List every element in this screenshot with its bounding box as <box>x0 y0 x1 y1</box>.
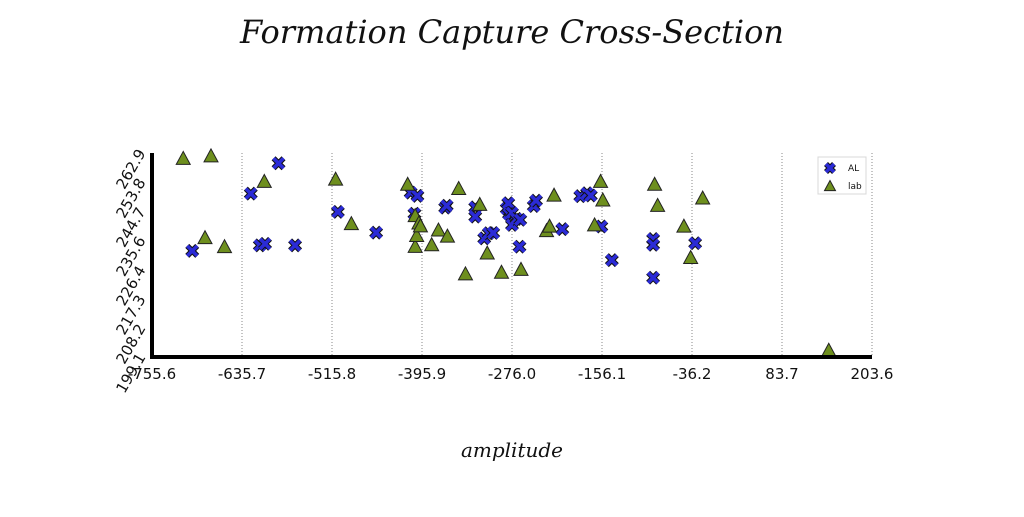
point-al-fill <box>584 189 598 202</box>
chart-title: Formation Capture Cross-Section <box>239 13 784 51</box>
point-lab <box>592 173 609 188</box>
point-al <box>688 236 703 251</box>
point-al <box>439 198 454 213</box>
point-lab <box>407 238 424 253</box>
point-al-fill <box>513 240 526 253</box>
point-lab <box>646 176 663 191</box>
point-lab <box>203 147 219 163</box>
point-al <box>185 243 200 258</box>
point-al-fill <box>185 244 199 258</box>
point-lab <box>649 197 666 212</box>
point-al-fill <box>468 210 482 223</box>
point-lab <box>343 215 360 231</box>
data-points <box>175 147 837 357</box>
point-lab <box>430 222 447 237</box>
legend-marker-lab <box>823 179 837 192</box>
point-lab <box>479 245 496 260</box>
x-tick-label: -635.7 <box>218 365 266 383</box>
point-al <box>258 236 273 251</box>
x-tick-label: -515.8 <box>308 365 356 383</box>
point-al-fill <box>501 196 515 210</box>
point-lab <box>594 191 611 207</box>
legend-marker-al-fill <box>824 162 836 174</box>
point-lab <box>439 228 456 243</box>
point-al-fill <box>513 213 527 227</box>
x-tick-label: -755.6 <box>128 365 176 383</box>
point-al-fill <box>272 156 285 170</box>
point-al-fill <box>486 226 500 240</box>
point-al-fill <box>369 226 383 239</box>
x-tick-label: -276.0 <box>488 365 536 383</box>
point-lab <box>216 238 233 254</box>
legend-label-lab: lab <box>848 182 862 192</box>
point-al-fill <box>605 253 619 267</box>
point-al <box>513 212 528 227</box>
legend: AL lab <box>817 156 867 195</box>
point-lab <box>412 217 429 233</box>
point-al <box>330 204 345 219</box>
axes <box>150 153 872 359</box>
point-lab <box>820 342 837 357</box>
point-al-fill <box>331 205 345 219</box>
point-lab <box>546 187 562 202</box>
x-tick-label: 203.6 <box>851 365 894 383</box>
point-lab <box>197 229 213 245</box>
point-al <box>486 225 501 240</box>
point-al-fill <box>688 236 702 250</box>
point-al <box>243 186 258 201</box>
point-lab <box>175 150 192 165</box>
point-lab <box>513 261 529 276</box>
point-lab <box>423 236 440 252</box>
point-al <box>501 196 516 211</box>
point-al-fill <box>556 222 569 236</box>
x-tick-labels: -755.6 -635.7 -515.8 -395.9 -276.0 -156.1 -36.… <box>128 365 894 383</box>
point-al-fill <box>411 189 424 203</box>
point-al-fill <box>646 238 660 252</box>
legend-marker-al <box>824 162 836 174</box>
point-al <box>583 188 598 203</box>
point-al <box>555 222 570 237</box>
point-lab <box>408 227 425 242</box>
x-tick-label: -36.2 <box>673 365 712 383</box>
point-al-fill <box>440 199 453 213</box>
point-lab <box>541 218 558 233</box>
x-tick-label: 83.7 <box>765 365 798 383</box>
point-lab <box>694 190 711 205</box>
point-al <box>410 188 425 203</box>
point-lab <box>457 265 474 281</box>
point-al-fill <box>529 194 543 207</box>
point-al-fill <box>646 271 660 284</box>
point-lab <box>682 249 699 265</box>
point-al <box>646 270 661 285</box>
point-lab <box>256 173 273 188</box>
point-lab <box>586 216 603 232</box>
point-al <box>468 209 483 224</box>
point-al <box>512 239 527 254</box>
x-tick-label: -156.1 <box>578 365 626 383</box>
point-lab <box>493 264 510 279</box>
point-lab <box>399 176 416 191</box>
point-lab <box>471 196 488 211</box>
point-al-fill <box>258 237 272 251</box>
point-al <box>271 156 286 171</box>
point-al <box>604 253 619 268</box>
point-al-fill <box>244 187 258 200</box>
point-al <box>646 237 661 252</box>
legend-label-al: AL <box>848 164 859 174</box>
x-tick-label: -395.9 <box>398 365 446 383</box>
point-lab <box>327 171 344 186</box>
x-axis-label: amplitude <box>461 438 563 462</box>
point-al <box>369 225 384 240</box>
point-lab <box>676 218 692 233</box>
point-lab <box>450 180 467 195</box>
point-al <box>288 238 303 253</box>
point-al <box>529 193 543 208</box>
point-al-fill <box>288 239 302 252</box>
